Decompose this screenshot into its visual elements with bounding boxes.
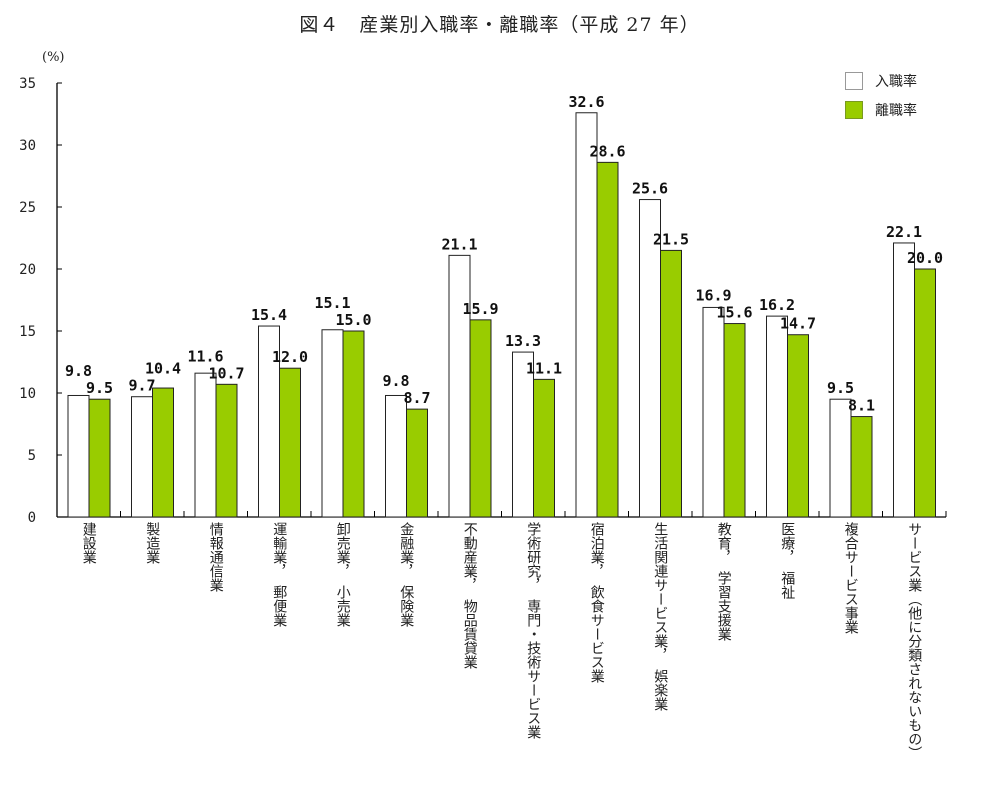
data-label: 32.6 [568, 93, 604, 111]
data-label: 9.5 [827, 379, 854, 397]
bar-entry [893, 242, 915, 518]
y-tick-label: 15 [19, 324, 36, 340]
y-axis-unit: (%) [42, 50, 65, 65]
data-label: 12.0 [272, 348, 308, 366]
data-label: 25.6 [632, 180, 668, 198]
data-label: 15.0 [335, 311, 371, 329]
y-tick-label: 30 [19, 138, 36, 154]
bar-separation [914, 268, 936, 518]
bar-separation [787, 334, 809, 518]
data-label: 8.7 [403, 389, 430, 407]
y-tick-label: 5 [28, 448, 36, 464]
data-label: 10.7 [208, 364, 244, 382]
bar-entry [575, 112, 598, 518]
y-tick-label: 10 [19, 386, 36, 402]
x-tick-label: 教育， 学習支援業 [715, 522, 732, 641]
bar-entry [448, 254, 471, 518]
y-tick-label: 35 [19, 76, 36, 92]
data-label: 14.7 [780, 315, 816, 333]
x-tick-label: 卸売業， 小売業 [334, 522, 351, 627]
data-label: 11.1 [526, 359, 562, 377]
legend-swatch-separation [845, 101, 863, 119]
bar-separation [533, 378, 555, 518]
y-tick-label: 0 [28, 510, 36, 526]
data-label: 13.3 [505, 332, 541, 350]
data-label: 10.4 [145, 360, 181, 378]
bar-separation [850, 416, 873, 518]
bar-separation [88, 398, 111, 518]
bar-separation [279, 367, 301, 518]
data-label: 15.9 [462, 300, 498, 318]
data-label: 9.5 [86, 379, 113, 397]
bar-entry [321, 329, 344, 518]
data-label: 20.0 [907, 249, 943, 267]
bar-separation [596, 161, 619, 518]
legend-label-entry: 入職率 [875, 74, 917, 90]
data-label: 21.5 [653, 230, 689, 248]
bar-separation [342, 330, 365, 518]
bar-separation [152, 387, 174, 518]
bar-entry [385, 394, 407, 518]
chart-title: 図４ 産業別入職率・離職率（平成 27 年） [299, 14, 700, 36]
bar-separation [215, 383, 238, 518]
data-label: 15.1 [314, 294, 350, 312]
x-tick-label: 情報通信業 [207, 522, 224, 592]
x-tick-label: 金融業， 保険業 [398, 522, 415, 627]
data-label: 9.8 [382, 372, 409, 390]
data-label: 16.9 [695, 287, 731, 305]
y-tick-label: 20 [19, 262, 36, 278]
x-tick-label: 製造業 [144, 522, 161, 564]
bar-separation [469, 319, 492, 518]
x-tick-label: 学術研究， 専門・技術サービス業 [525, 522, 542, 739]
data-label: 16.2 [759, 296, 795, 314]
bar-entry [766, 315, 788, 518]
legend-label-separation: 離職率 [875, 103, 917, 119]
x-tick-label: 不動産業， 物品賃貸業 [461, 522, 478, 669]
data-label: 15.4 [251, 306, 287, 324]
bar-separation [723, 323, 746, 518]
data-label: 11.6 [187, 347, 223, 365]
x-tick-label: 建設業 [80, 522, 97, 564]
data-label: 21.1 [441, 235, 477, 253]
data-label: 9.8 [65, 362, 92, 380]
bar-separation [660, 249, 682, 518]
legend-swatch-entry [845, 72, 863, 90]
bar-entry [194, 372, 217, 518]
y-tick-label: 25 [19, 200, 36, 216]
data-label: 22.1 [886, 223, 922, 241]
x-tick-label: 運輸業， 郵便業 [271, 522, 288, 627]
bar-separation [406, 408, 428, 518]
x-tick-label: 医療， 福祉 [779, 522, 796, 599]
bar-entry [67, 394, 90, 518]
bar-entry [702, 306, 725, 518]
x-tick-label: サービス業（他に分類されないもの） [906, 522, 923, 760]
data-label: 8.1 [848, 397, 875, 415]
data-label: 9.7 [128, 377, 155, 395]
x-tick-label: 生活関連サービス業， 娯楽業 [652, 522, 669, 711]
bar-entry [829, 398, 852, 518]
x-tick-label: 宿泊業， 飲食サービス業 [588, 522, 605, 683]
x-tick-label: 複合サービス事業 [842, 522, 859, 634]
bar-entry [131, 396, 153, 518]
data-label: 15.6 [716, 304, 752, 322]
data-label: 28.6 [589, 142, 625, 160]
